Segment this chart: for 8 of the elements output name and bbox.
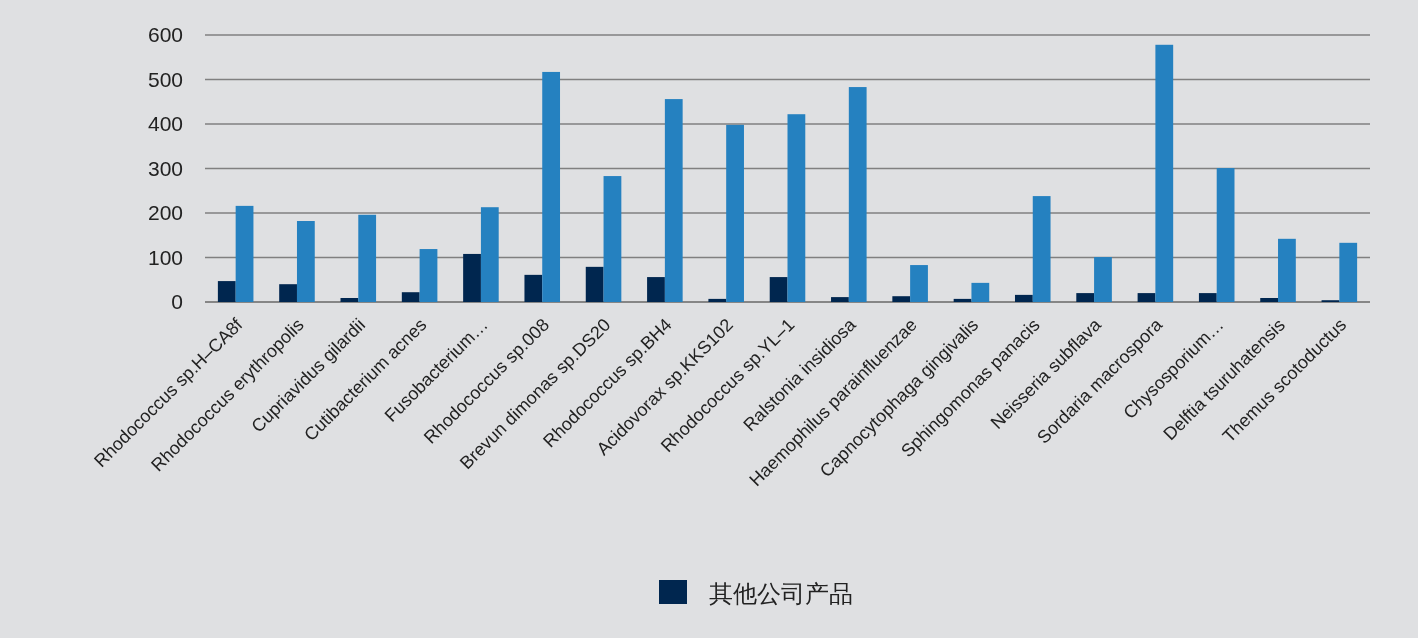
y-tick-label: 300	[147, 156, 183, 180]
legend-label: 其他公司产品	[709, 580, 853, 607]
y-tick-label: 500	[147, 67, 183, 91]
y-tick-label: 100	[147, 245, 183, 269]
y-tick-label: 400	[147, 112, 183, 135]
y-tick-label: 0	[171, 290, 183, 313]
y-tick-label: 600	[147, 23, 183, 46]
y-tick-label: 200	[147, 201, 183, 224]
